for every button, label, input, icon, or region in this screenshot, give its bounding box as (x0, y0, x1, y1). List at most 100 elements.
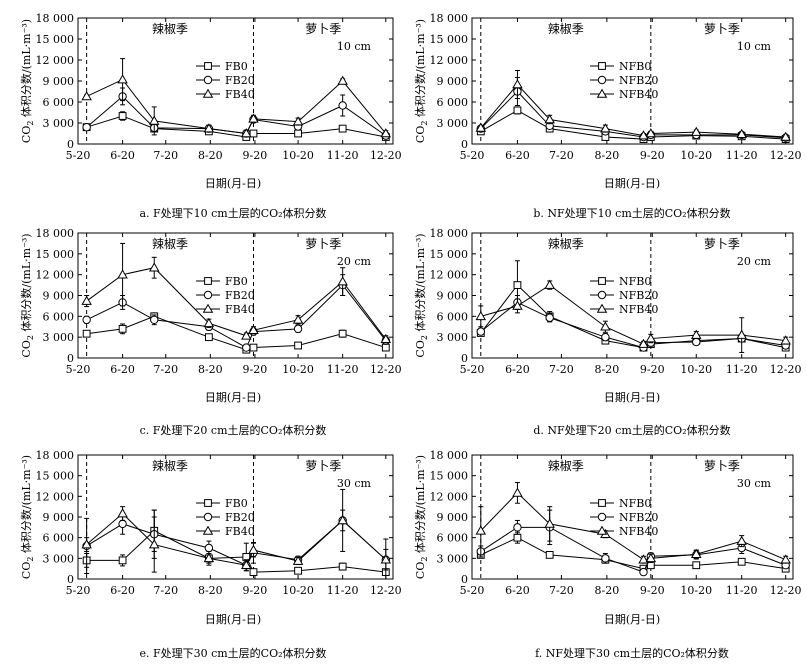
data-point (512, 79, 523, 89)
legend-marker (598, 499, 606, 507)
y-tick-label: 9 000 (437, 75, 469, 88)
y-tick-label: 0 (67, 573, 74, 586)
data-point (638, 338, 649, 348)
y-tick-label: 18 000 (36, 12, 75, 25)
data-point (544, 114, 555, 124)
x-tick-label: 11-20 (327, 149, 359, 162)
data-point (645, 552, 657, 563)
legend-label: NFB20 (619, 511, 658, 524)
x-tick-label: 7-20 (549, 584, 574, 597)
legend-item-FB20: FB20 (196, 74, 255, 87)
season-label-pepper: 辣椒季 (548, 22, 584, 36)
legend-item-NFB0: NFB0 (590, 497, 651, 510)
panel-caption: b. NF处理下10 cm土层的CO₂体积分数 (533, 206, 730, 220)
data-point (338, 101, 347, 110)
data-point (545, 313, 554, 322)
panel-caption: a. F处理下10 cm土层的CO₂体积分数 (139, 206, 326, 220)
legend-marker (203, 512, 213, 522)
data-point (204, 543, 214, 553)
x-tick-label: 12-20 (370, 149, 402, 162)
data-point (638, 130, 649, 140)
data-point (638, 554, 649, 564)
season-label-pepper: 辣椒季 (152, 459, 188, 473)
x-tick-label: 12-20 (370, 363, 402, 376)
legend-item-FB40: FB40 (196, 88, 255, 101)
legend-label: FB40 (225, 88, 255, 101)
y-axis-title: CO2 体积分数/(mL·m⁻³) (413, 233, 429, 357)
x-tick-label: 5-20 (66, 584, 91, 597)
season-label-radish: 萝卜季 (704, 459, 740, 473)
data-point (242, 343, 251, 352)
legend-marker (202, 88, 214, 98)
data-point (380, 554, 392, 564)
season-label-pepper: 辣椒季 (152, 22, 188, 36)
panel-caption: d. NF处理下20 cm土层的CO₂体积分数 (533, 423, 730, 437)
data-point (82, 315, 91, 325)
y-tick-label: 12 000 (430, 54, 469, 67)
legend-item-FB40: FB40 (196, 303, 255, 316)
depth-label: 30 cm (737, 477, 772, 490)
x-tick-label: 12-20 (770, 149, 802, 162)
y-axis-title: CO2 体积分数/(mL·m⁻³) (413, 455, 429, 579)
data-point (293, 324, 303, 334)
y-tick-label: 0 (461, 138, 468, 151)
data-point (241, 128, 252, 138)
x-tick-label: 7-20 (153, 363, 178, 376)
depth-label: 20 cm (737, 255, 772, 268)
data-point (338, 124, 347, 133)
y-tick-label: 3 000 (437, 552, 469, 565)
y-tick-label: 18 000 (430, 12, 469, 25)
data-point (241, 330, 252, 340)
x-tick-label: 8-20 (594, 149, 619, 162)
x-tick-label: 10-20 (282, 584, 314, 597)
y-tick-label: 15 000 (36, 248, 75, 261)
data-point (294, 129, 302, 138)
x-tick-label: 8-20 (198, 149, 223, 162)
data-point (81, 90, 92, 101)
x-tick-label: 7-20 (549, 149, 574, 162)
legend-marker (204, 62, 212, 70)
data-point (544, 279, 555, 289)
y-tick-label: 9 000 (43, 511, 75, 524)
data-point (645, 128, 657, 138)
data-point (513, 533, 522, 542)
data-point (249, 129, 258, 138)
legend-item-NFB40: NFB40 (590, 525, 658, 538)
legend-marker (204, 277, 212, 285)
data-point (150, 315, 159, 325)
legend-marker (203, 75, 213, 85)
chart-panel-c: 0 3 000 6 000 9 000 12 000 15 000 18 000 5-20 6-… (19, 227, 402, 437)
y-tick-label: 6 000 (43, 96, 75, 109)
legend-marker (596, 525, 608, 535)
data-point (690, 126, 702, 136)
x-tick-label: 9-20 (243, 584, 268, 597)
data-point (81, 539, 92, 549)
panel-caption: f. NF处理下30 cm土层的CO₂体积分数 (535, 646, 729, 660)
x-tick-label: 11-20 (327, 363, 359, 376)
data-point (475, 525, 487, 535)
data-point (690, 548, 702, 558)
legend-marker (598, 62, 606, 70)
y-tick-label: 9 000 (437, 290, 469, 303)
x-tick-label: 6-20 (505, 363, 530, 376)
season-label-radish: 萝卜季 (704, 22, 740, 36)
y-tick-label: 9 000 (43, 75, 75, 88)
data-point (513, 106, 522, 115)
data-point (204, 333, 213, 342)
chart-panel-f: 0 3 000 6 000 9 000 12 000 15 000 18 000 5-20 6-… (413, 449, 802, 660)
x-tick-label: 6-20 (110, 363, 135, 376)
y-tick-label: 3 000 (43, 117, 75, 130)
data-point (117, 74, 128, 84)
y-tick-label: 3 000 (43, 331, 75, 344)
legend-label: NFB40 (619, 88, 658, 101)
x-tick-label: 10-20 (282, 363, 314, 376)
y-tick-label: 9 000 (43, 290, 75, 303)
data-point (148, 115, 160, 125)
legend-marker (596, 88, 608, 98)
legend-label: NFB0 (619, 60, 651, 73)
legend-item-NFB40: NFB40 (590, 303, 658, 316)
y-tick-label: 0 (461, 573, 468, 586)
y-tick-label: 12 000 (430, 490, 469, 503)
legend-label: FB40 (225, 525, 255, 538)
legend-item-FB0: FB0 (196, 275, 248, 288)
